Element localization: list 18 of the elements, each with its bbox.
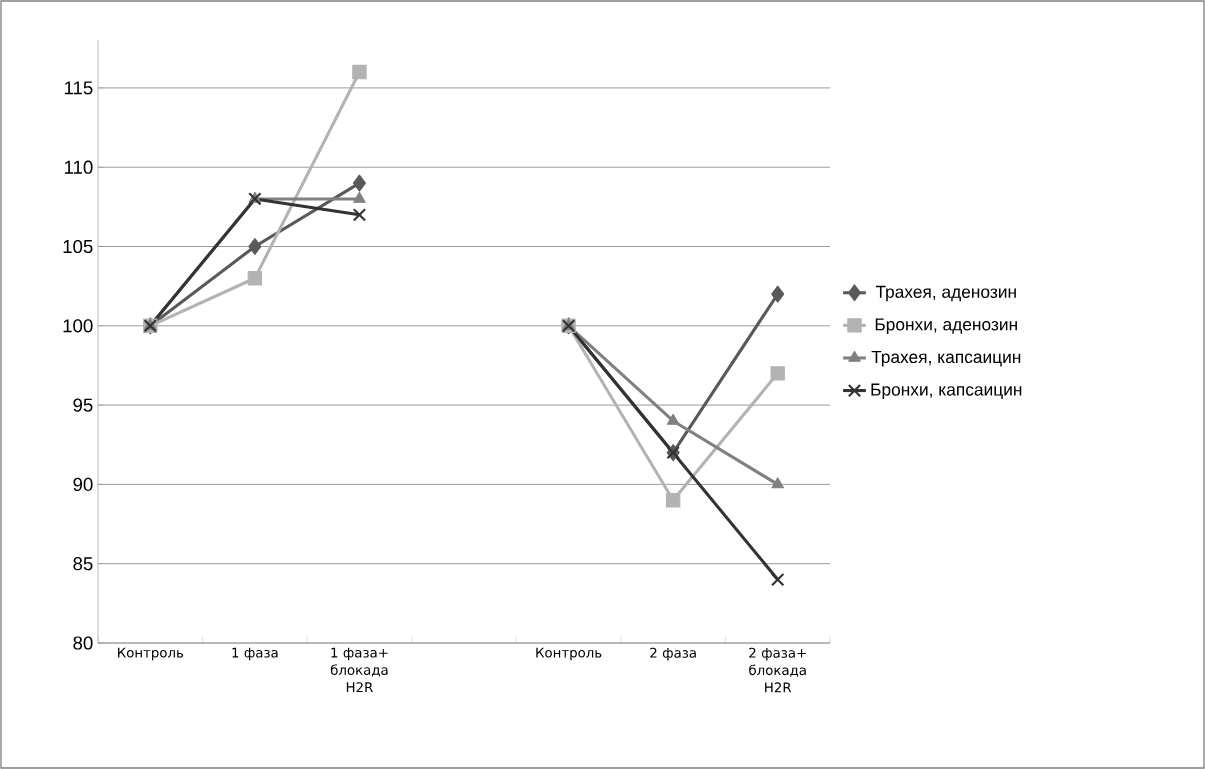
x-tick-label: Контроль — [536, 647, 602, 661]
y-tick-label: 95 — [73, 398, 93, 412]
legend-label: Бронхи, аденозин — [875, 318, 1017, 334]
x-tick-label: 1 фаза — [232, 647, 278, 661]
legend-label: Трахея, капсаицин — [871, 351, 1021, 367]
x-tick-label: 2 фаза — [650, 647, 696, 661]
y-tick-label: 115 — [64, 81, 93, 95]
legend-label: Бронхи, капсаицин — [871, 383, 1022, 400]
y-tick-label: 90 — [73, 477, 93, 492]
y-tick-label: 80 — [73, 636, 93, 650]
legend-label: Трахея, аденозин — [875, 285, 1016, 302]
x-tick-label: Контроль — [118, 647, 184, 661]
x-tick-label: 2 фаза+ блокада H2R — [749, 647, 806, 693]
x-tick-label: 1 фаза+ блокада H2R — [330, 647, 388, 693]
y-tick-label: 85 — [73, 557, 93, 571]
y-tick-label: 110 — [64, 160, 93, 174]
y-tick-label: 105 — [63, 239, 93, 254]
y-tick-label: 100 — [63, 319, 93, 333]
